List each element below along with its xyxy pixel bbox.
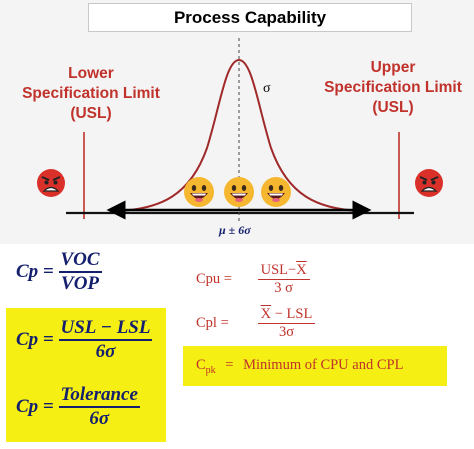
usl-label-line2: Specification Limit [324, 79, 462, 96]
cp-usl-lsl-formula: Cp = USL − LSL 6σ [16, 317, 153, 363]
cpk-lhs-sub: pk [205, 364, 216, 376]
lsl-label-line3: (USL) [70, 105, 112, 122]
cpu-formula: Cpu = USL−X 3 σ [196, 262, 310, 297]
cpu-num-xbar: X [296, 262, 307, 278]
cpl-num-xbar: X [260, 306, 272, 322]
upper-spec-limit-label: Upper Specification Limit (USL) [318, 58, 468, 118]
angry-face-icon [415, 169, 443, 197]
cpk-formula: Cpk = Minimum of CPU and CPL [196, 357, 403, 376]
cp-numerator: Tolerance [58, 384, 140, 408]
cp-formulas-highlight [6, 308, 166, 442]
cpl-denominator: 3σ [278, 324, 295, 340]
lower-spec-limit-label: Lower Specification Limit (USL) [6, 64, 176, 124]
grinning-face-icon [224, 177, 254, 207]
cp-denominator: 6σ [89, 408, 110, 429]
cp-voc-vop-formula: Cp = VOC VOP [16, 249, 102, 295]
usl-label-line3: (USL) [372, 99, 414, 116]
grinning-face-icon [261, 177, 291, 207]
cp-lhs: Cp = [16, 261, 54, 282]
cp-numerator: VOC [58, 249, 102, 273]
cpk-definition: Minimum of CPU and CPL [243, 357, 404, 373]
cpu-num-a: USL− [260, 262, 297, 278]
cpk-equals: = [225, 357, 234, 373]
cpl-num-b: − LSL [271, 306, 313, 322]
usl-label-line1: Upper [370, 59, 416, 76]
lsl-label-line1: Lower [68, 65, 114, 82]
cp-numerator: USL − LSL [58, 317, 153, 341]
cpl-formula: Cpl = X − LSL 3σ [196, 306, 316, 341]
cpl-lhs: Cpl = [196, 315, 229, 331]
cp-denominator: VOP [61, 273, 100, 294]
cpu-lhs: Cpu = [196, 271, 232, 287]
sigma-label: σ [263, 81, 271, 96]
mu-plus-minus-6sigma-label: μ ± 6σ [218, 223, 251, 237]
diagram-title: Process Capability [88, 3, 412, 32]
cpk-lhs-main: C [196, 357, 206, 373]
process-capability-diagram: Process Capability Lower Specification L… [0, 0, 474, 244]
formulas-panel: Cp = VOC VOP Cp = USL − LSL 6σ Cp = Tolera… [0, 244, 474, 449]
lsl-label-line2: Specification Limit [22, 85, 160, 102]
bell-curve-graphic: σ μ ± 6σ [66, 38, 414, 237]
cpk-highlight [183, 346, 447, 386]
angry-face-icon [37, 169, 65, 197]
cp-tolerance-formula: Cp = Tolerance 6σ [16, 384, 140, 430]
grinning-face-icon [184, 177, 214, 207]
cp-lhs: Cp = [16, 329, 54, 350]
cp-lhs: Cp = [16, 396, 54, 417]
cpu-denominator: 3 σ [274, 280, 293, 296]
cp-denominator: 6σ [95, 341, 116, 362]
